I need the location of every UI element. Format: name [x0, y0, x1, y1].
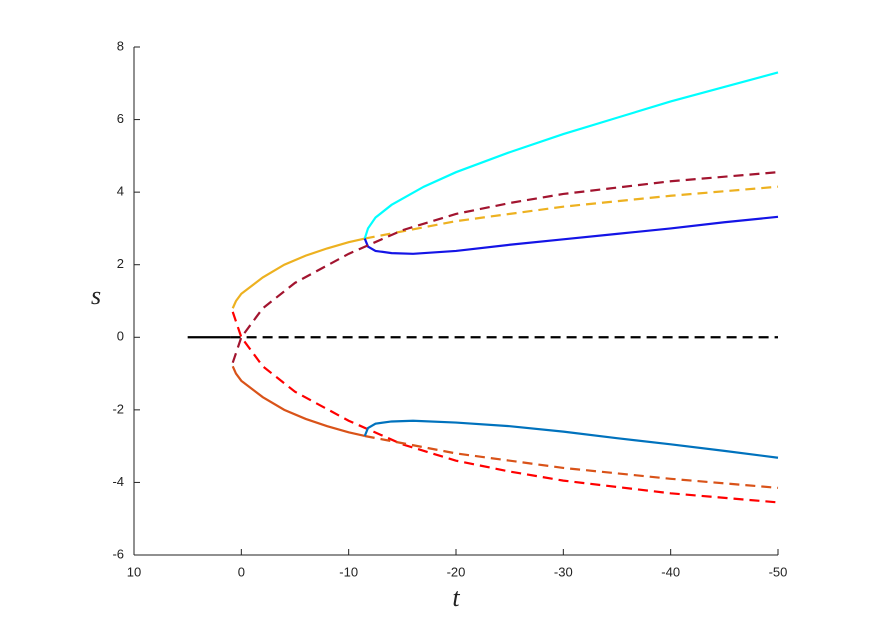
x-tick-label: -20 [447, 564, 466, 579]
curve [363, 71, 779, 239]
y-tick-label: 2 [117, 256, 124, 271]
x-tick-label: -10 [339, 564, 358, 579]
curve [364, 434, 779, 489]
curve [364, 185, 779, 240]
curve [363, 419, 779, 459]
y-tick-label: 8 [117, 38, 124, 53]
y-tick-label: 6 [117, 111, 124, 126]
curve [231, 171, 779, 364]
curve [231, 237, 366, 309]
x-tick-label: -50 [769, 564, 788, 579]
y-axis-label: s [91, 281, 101, 310]
curve [231, 365, 366, 438]
y-tick-label: 0 [117, 329, 124, 344]
y-tick-label: 4 [117, 184, 124, 199]
x-axis-label: t [452, 583, 460, 612]
x-tick-label: 0 [238, 564, 245, 579]
x-tick-label: -30 [554, 564, 573, 579]
x-tick-label: 10 [127, 564, 141, 579]
curve [363, 215, 779, 255]
curve [231, 311, 779, 504]
x-tick-label: -40 [661, 564, 680, 579]
y-tick-label: -4 [112, 474, 124, 489]
y-tick-label: -6 [112, 546, 124, 561]
y-tick-label: -2 [112, 401, 124, 416]
